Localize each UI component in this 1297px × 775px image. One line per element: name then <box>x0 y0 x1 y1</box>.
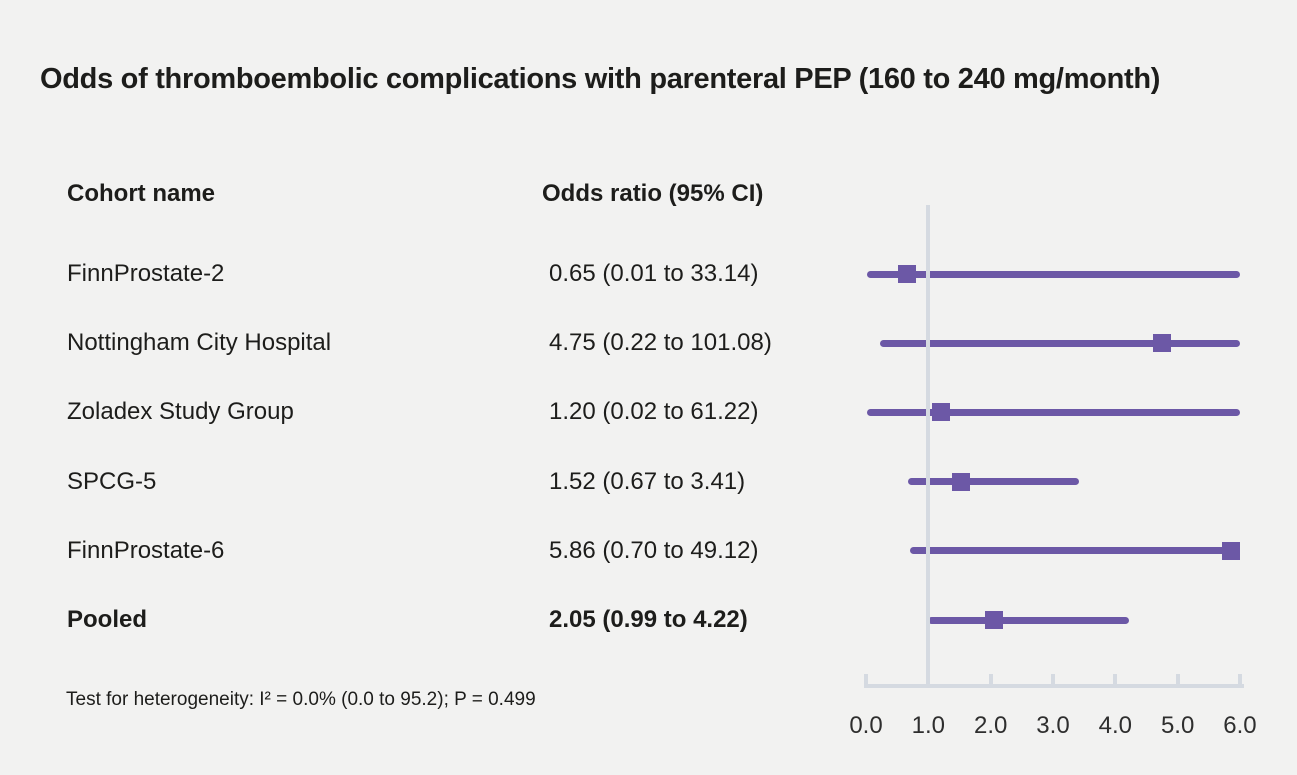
odds-ratio-value: 1.52 (0.67 to 3.41) <box>549 467 746 495</box>
heterogeneity-note: Test for heterogeneity: I² = 0.0% (0.0 t… <box>66 689 536 710</box>
x-axis-tick-label: 6.0 <box>1223 712 1257 739</box>
cohort-label: Nottingham City Hospital <box>67 329 332 357</box>
ci-line <box>909 547 1240 555</box>
x-axis-tick-label: 1.0 <box>911 712 946 739</box>
odds-ratio-value: 0.65 (0.01 to 33.14) <box>549 260 759 287</box>
x-axis-tick <box>926 674 931 684</box>
or-marker <box>1153 334 1172 353</box>
ci-line <box>879 339 1240 347</box>
or-marker <box>1222 541 1241 560</box>
or-marker <box>951 472 970 491</box>
x-axis-tick-label: 4.0 <box>1098 712 1132 739</box>
x-axis-tick <box>1237 674 1242 684</box>
column-header-cohort: Cohort name <box>67 180 216 207</box>
x-axis-tick <box>864 674 868 684</box>
x-axis-tick-label: 5.0 <box>1160 712 1195 739</box>
ci-line <box>866 270 1240 278</box>
x-axis-line <box>864 684 1244 688</box>
odds-ratio-value: 5.86 (0.70 to 49.12) <box>549 536 759 564</box>
reference-line <box>926 205 931 688</box>
ci-line <box>927 616 1130 624</box>
ci-line <box>867 408 1240 416</box>
x-axis-tick <box>1175 674 1180 684</box>
cohort-label: SPCG-5 <box>67 467 157 495</box>
odds-ratio-value: 1.20 (0.02 to 61.22) <box>549 398 759 426</box>
chart-title: Odds of thromboembolic complications wit… <box>40 63 1161 95</box>
or-marker <box>897 265 916 283</box>
cohort-label: FinnProstate-6 <box>67 536 225 564</box>
cohort-label: Pooled <box>67 606 148 633</box>
x-axis-tick-label: 3.0 <box>1036 712 1070 739</box>
cohort-label: Zoladex Study Group <box>67 398 294 426</box>
ci-line <box>907 478 1079 486</box>
x-axis-tick <box>1113 674 1118 684</box>
column-header-odds-ratio: Odds ratio (95% CI) <box>542 180 764 207</box>
x-axis-tick <box>1050 674 1055 684</box>
or-marker <box>984 611 1003 629</box>
cohort-label: FinnProstate-2 <box>67 260 225 287</box>
odds-ratio-value: 2.05 (0.99 to 4.22) <box>549 606 748 633</box>
x-axis-tick <box>988 674 993 684</box>
x-axis-tick-label: 2.0 <box>973 712 1008 739</box>
odds-ratio-value: 4.75 (0.22 to 101.08) <box>549 329 772 357</box>
or-marker <box>931 403 950 422</box>
x-axis-tick-label: 0.0 <box>849 712 883 739</box>
